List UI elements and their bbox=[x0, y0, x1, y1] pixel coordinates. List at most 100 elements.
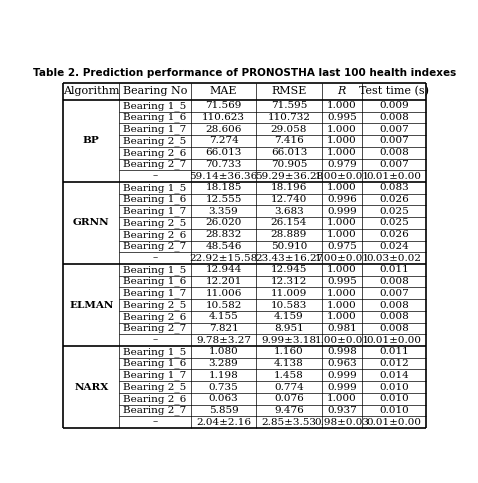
Text: Bearing 1_5: Bearing 1_5 bbox=[123, 347, 186, 357]
Text: Bearing 2_5: Bearing 2_5 bbox=[123, 382, 186, 392]
Text: 0.083: 0.083 bbox=[380, 184, 409, 192]
Text: 0.975: 0.975 bbox=[327, 242, 357, 251]
Text: 11.006: 11.006 bbox=[206, 289, 242, 298]
Text: 3.289: 3.289 bbox=[209, 359, 239, 368]
Text: 59.14±36.36: 59.14±36.36 bbox=[189, 171, 258, 181]
Text: 110.623: 110.623 bbox=[202, 113, 245, 122]
Text: Bearing 2_6: Bearing 2_6 bbox=[123, 230, 186, 240]
Text: 0.01±0.00: 0.01±0.00 bbox=[367, 336, 422, 345]
Text: Bearing 2_6: Bearing 2_6 bbox=[123, 312, 186, 322]
Text: 110.732: 110.732 bbox=[268, 113, 310, 122]
Text: 0.010: 0.010 bbox=[380, 394, 409, 403]
Text: 12.312: 12.312 bbox=[271, 277, 307, 286]
Text: RMSE: RMSE bbox=[271, 86, 306, 97]
Text: –: – bbox=[152, 254, 158, 263]
Text: 3.683: 3.683 bbox=[274, 207, 304, 216]
Text: Table 2. Prediction performance of PRONOSTHA last 100 health indexes: Table 2. Prediction performance of PRONO… bbox=[33, 68, 456, 78]
Text: 0.963: 0.963 bbox=[327, 359, 357, 368]
Text: MAE: MAE bbox=[210, 86, 238, 97]
Text: 4.138: 4.138 bbox=[274, 359, 304, 368]
Text: 3.359: 3.359 bbox=[209, 207, 239, 216]
Text: 1.000: 1.000 bbox=[327, 137, 357, 145]
Text: 71.569: 71.569 bbox=[206, 101, 242, 110]
Text: 18.185: 18.185 bbox=[206, 184, 242, 192]
Text: 5.859: 5.859 bbox=[209, 406, 239, 415]
Text: 10.583: 10.583 bbox=[271, 300, 307, 310]
Text: 12.945: 12.945 bbox=[271, 265, 307, 274]
Text: 50.910: 50.910 bbox=[271, 242, 307, 251]
Text: 29.058: 29.058 bbox=[271, 125, 307, 134]
Text: 28.889: 28.889 bbox=[271, 230, 307, 239]
Text: Bearing 2_7: Bearing 2_7 bbox=[123, 324, 186, 333]
Text: Bearing 1_6: Bearing 1_6 bbox=[123, 195, 186, 204]
Text: 1.000: 1.000 bbox=[327, 394, 357, 403]
Text: 66.013: 66.013 bbox=[271, 148, 307, 157]
Text: 1.000: 1.000 bbox=[327, 101, 357, 110]
Text: Bearing 1_5: Bearing 1_5 bbox=[123, 265, 186, 275]
Text: Bearing No: Bearing No bbox=[123, 86, 187, 97]
Text: 1.000: 1.000 bbox=[327, 265, 357, 274]
Text: –: – bbox=[152, 418, 158, 426]
Text: 0.999: 0.999 bbox=[327, 371, 357, 380]
Text: 0.735: 0.735 bbox=[209, 383, 239, 392]
Text: Bearing 2_7: Bearing 2_7 bbox=[123, 406, 186, 415]
Text: 9.99±3.18: 9.99±3.18 bbox=[261, 336, 316, 345]
Text: 1.000: 1.000 bbox=[327, 312, 357, 321]
Text: 0.996: 0.996 bbox=[327, 195, 357, 204]
Text: 0.025: 0.025 bbox=[380, 218, 409, 227]
Text: 59.29±36.28: 59.29±36.28 bbox=[255, 171, 323, 181]
Text: 0.007: 0.007 bbox=[380, 160, 409, 169]
Text: 28.606: 28.606 bbox=[206, 125, 242, 134]
Text: 70.733: 70.733 bbox=[206, 160, 242, 169]
Text: Bearing 1_6: Bearing 1_6 bbox=[123, 359, 186, 369]
Text: 0.025: 0.025 bbox=[380, 207, 409, 216]
Text: 1.160: 1.160 bbox=[274, 347, 304, 356]
Text: 9.78±3.27: 9.78±3.27 bbox=[196, 336, 251, 345]
Text: Bearing 1_7: Bearing 1_7 bbox=[123, 206, 186, 216]
Text: Bearing 1_7: Bearing 1_7 bbox=[123, 370, 186, 380]
Text: 2.85±3.53: 2.85±3.53 bbox=[261, 418, 316, 426]
Text: 0.008: 0.008 bbox=[380, 324, 409, 333]
Text: NARX: NARX bbox=[74, 383, 109, 392]
Text: 0.01±0.00: 0.01±0.00 bbox=[367, 418, 422, 426]
Text: 1.458: 1.458 bbox=[274, 371, 304, 380]
Text: 0.01±0.00: 0.01±0.00 bbox=[367, 171, 422, 181]
Text: Bearing 2_5: Bearing 2_5 bbox=[123, 218, 186, 228]
Text: 1.000: 1.000 bbox=[327, 218, 357, 227]
Text: 1.000: 1.000 bbox=[327, 300, 357, 310]
Text: GRNN: GRNN bbox=[73, 218, 109, 227]
Text: Bearing 1_5: Bearing 1_5 bbox=[123, 183, 186, 193]
Text: Bearing 1_5: Bearing 1_5 bbox=[123, 101, 186, 111]
Text: 1.00±0.01: 1.00±0.01 bbox=[315, 171, 369, 181]
Text: 4.159: 4.159 bbox=[274, 312, 304, 321]
Text: 48.546: 48.546 bbox=[206, 242, 242, 251]
Text: Bearing 1_6: Bearing 1_6 bbox=[123, 113, 186, 122]
Text: 7.821: 7.821 bbox=[209, 324, 239, 333]
Text: 0.995: 0.995 bbox=[327, 113, 357, 122]
Text: 0.007: 0.007 bbox=[380, 289, 409, 298]
Text: Bearing 2_5: Bearing 2_5 bbox=[123, 300, 186, 310]
Text: 1.000: 1.000 bbox=[327, 125, 357, 134]
Text: 0.026: 0.026 bbox=[380, 195, 409, 204]
Text: Bearing 2_5: Bearing 2_5 bbox=[123, 136, 186, 146]
Text: 0.008: 0.008 bbox=[380, 113, 409, 122]
Text: 1.000: 1.000 bbox=[327, 289, 357, 298]
Text: 1.080: 1.080 bbox=[209, 347, 239, 356]
Text: –: – bbox=[152, 336, 158, 345]
Text: Bearing 2_6: Bearing 2_6 bbox=[123, 148, 186, 157]
Text: Algorithm: Algorithm bbox=[63, 86, 120, 97]
Text: 1.000: 1.000 bbox=[327, 230, 357, 239]
Text: Bearing 1_7: Bearing 1_7 bbox=[123, 125, 186, 134]
Text: 12.944: 12.944 bbox=[206, 265, 242, 274]
Text: 0.026: 0.026 bbox=[380, 230, 409, 239]
Text: 0.008: 0.008 bbox=[380, 148, 409, 157]
Text: 0.008: 0.008 bbox=[380, 300, 409, 310]
Text: 70.905: 70.905 bbox=[271, 160, 307, 169]
Text: 9.476: 9.476 bbox=[274, 406, 304, 415]
Text: 66.013: 66.013 bbox=[206, 148, 242, 157]
Text: 1.000: 1.000 bbox=[327, 148, 357, 157]
Text: 28.832: 28.832 bbox=[206, 230, 242, 239]
Text: 8.951: 8.951 bbox=[274, 324, 304, 333]
Text: 18.196: 18.196 bbox=[271, 184, 307, 192]
Text: 0.007: 0.007 bbox=[380, 125, 409, 134]
